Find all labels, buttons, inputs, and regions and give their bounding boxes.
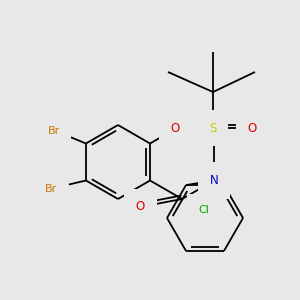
Text: O: O (170, 122, 180, 134)
Text: Br: Br (48, 127, 60, 136)
Text: N: N (210, 174, 218, 187)
Text: Br: Br (45, 184, 57, 194)
Text: O: O (248, 122, 256, 134)
Text: O: O (136, 200, 145, 214)
Text: Cl: Cl (199, 205, 209, 215)
Text: S: S (209, 122, 217, 134)
Text: N: N (178, 118, 187, 131)
